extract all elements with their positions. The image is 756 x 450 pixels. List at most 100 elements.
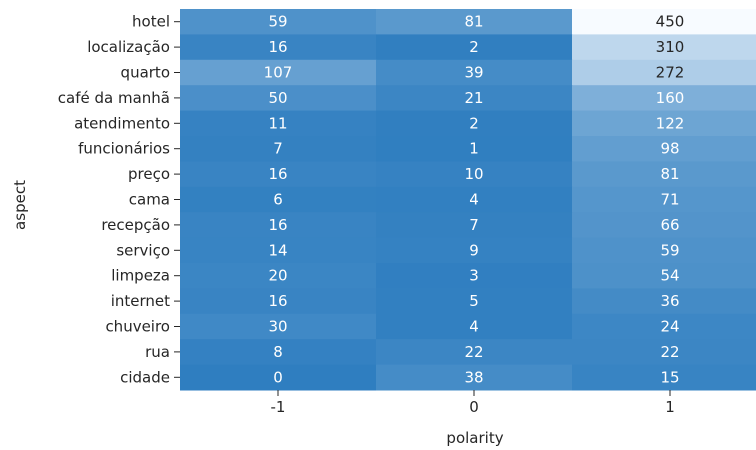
heatmap-cell — [180, 186, 377, 213]
heatmap-cell — [376, 288, 573, 315]
y-tick-label: café da manhã — [58, 89, 170, 107]
heatmap-cell — [572, 263, 756, 289]
heatmap-cell — [180, 59, 377, 86]
heatmap-cell — [376, 237, 573, 264]
cell-value-label: 16 — [268, 38, 287, 56]
cell-value-label: 450 — [656, 13, 685, 31]
cell-value-label: 39 — [464, 64, 483, 82]
y-axis-ticks: hotel localização quarto café da manhã atend… — [58, 13, 180, 386]
cell-value-label: 30 — [268, 318, 287, 336]
cell-value-label: 0 — [273, 368, 283, 386]
cell-value-label: 21 — [464, 89, 483, 107]
heatmap-cell — [376, 364, 573, 391]
y-tick-label: preço — [128, 165, 170, 183]
heatmap-cell — [376, 136, 573, 162]
cell-value-label: 7 — [469, 216, 479, 234]
y-axis-title: aspect — [11, 180, 29, 230]
y-tick-label: rua — [145, 343, 170, 361]
heatmap-cell — [572, 313, 756, 340]
cell-value-label: 22 — [660, 343, 679, 361]
heatmap-cell — [572, 85, 756, 112]
cell-value-label: 310 — [656, 38, 685, 56]
heatmap-cell — [572, 136, 756, 162]
cell-value-label: 4 — [469, 318, 479, 336]
y-tick-label: serviço — [116, 241, 170, 259]
heatmap-cell — [180, 136, 377, 162]
cell-value-label: 6 — [273, 191, 283, 209]
heatmap-cell — [180, 339, 377, 366]
heatmap-cell — [180, 161, 377, 188]
heatmap-cell — [180, 212, 377, 239]
heatmap-cell — [572, 161, 756, 188]
heatmap-cell — [180, 85, 377, 112]
y-tick-label: atendimento — [74, 114, 170, 132]
y-tick-label: funcionários — [78, 140, 170, 158]
heatmap-cell — [572, 186, 756, 213]
heatmap-cells — [180, 9, 756, 391]
heatmap-cell — [376, 186, 573, 213]
cell-value-label: 272 — [656, 64, 685, 82]
heatmap-cell — [572, 237, 756, 264]
cell-value-label: 10 — [464, 165, 483, 183]
heatmap-cell — [572, 212, 756, 239]
cell-value-label: 81 — [660, 165, 679, 183]
heatmap-cell — [180, 9, 377, 35]
y-tick-label: internet — [111, 292, 170, 310]
heatmap-cell — [376, 9, 573, 35]
cell-value-label: 50 — [268, 89, 287, 107]
cell-value-label: 71 — [660, 191, 679, 209]
x-tick-label: -1 — [271, 398, 286, 416]
cell-value-label: 66 — [660, 216, 679, 234]
heatmap-cell — [180, 313, 377, 340]
y-tick-label: recepção — [101, 216, 170, 234]
heatmap-cell — [572, 364, 756, 391]
cell-value-label: 20 — [268, 267, 287, 285]
cell-value-label: 98 — [660, 140, 679, 158]
cell-value-label: 7 — [273, 140, 283, 158]
heatmap-cell — [376, 110, 573, 137]
heatmap-cell — [572, 59, 756, 86]
heatmap-cell — [376, 34, 573, 61]
heatmap-cell — [376, 85, 573, 112]
cell-value-label: 36 — [660, 292, 679, 310]
cell-value-label: 15 — [660, 368, 679, 386]
heatmap-cell — [180, 237, 377, 264]
x-tick-label: 0 — [469, 398, 479, 416]
heatmap-cell — [572, 288, 756, 315]
heatmap-cell — [376, 59, 573, 86]
cell-value-label: 16 — [268, 292, 287, 310]
y-tick-label: cama — [129, 191, 170, 209]
heatmap-cell — [180, 110, 377, 137]
cell-value-label: 4 — [469, 191, 479, 209]
heatmap-cell — [376, 313, 573, 340]
cell-value-label: 54 — [660, 267, 679, 285]
cell-value-label: 2 — [469, 114, 479, 132]
x-tick-label: 1 — [665, 398, 675, 416]
y-tick-label: cidade — [120, 368, 170, 386]
cell-value-label: 38 — [464, 368, 483, 386]
heatmap-cell — [572, 110, 756, 137]
heatmap-cell — [572, 9, 756, 35]
x-axis-ticks: -1 0 1 — [271, 390, 675, 416]
x-axis-title: polarity — [446, 429, 503, 447]
cell-value-label: 22 — [464, 343, 483, 361]
y-tick-label: chuveiro — [105, 318, 170, 336]
cell-value-label: 107 — [264, 64, 293, 82]
heatmap-cell — [376, 212, 573, 239]
cell-value-label: 16 — [268, 216, 287, 234]
cell-value-label: 59 — [268, 13, 287, 31]
cell-value-label: 16 — [268, 165, 287, 183]
cell-value-label: 24 — [660, 318, 679, 336]
cell-value-label: 122 — [656, 114, 685, 132]
heatmap-cell — [180, 288, 377, 315]
y-tick-label: localização — [87, 38, 170, 56]
y-tick-label: limpeza — [111, 267, 170, 285]
heatmap-cell — [180, 364, 377, 391]
y-tick-label: hotel — [132, 13, 170, 31]
cell-value-label: 9 — [469, 241, 479, 259]
heatmap-cell — [572, 339, 756, 366]
heatmap-cell — [376, 161, 573, 188]
cell-value-label: 14 — [268, 241, 287, 259]
